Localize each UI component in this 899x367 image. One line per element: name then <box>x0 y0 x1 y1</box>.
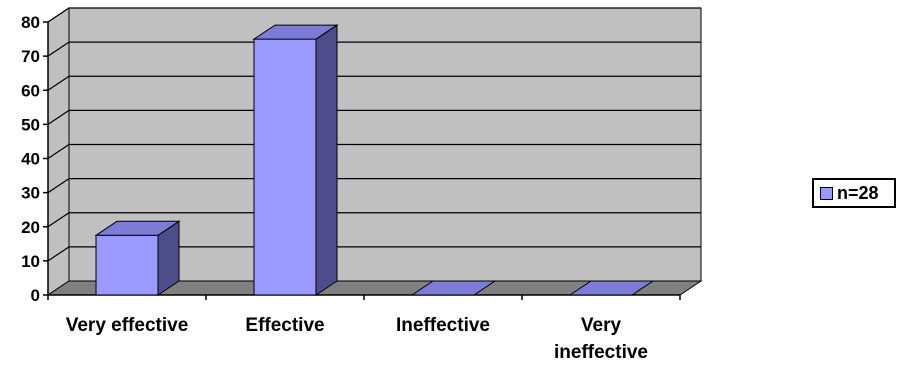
gridline <box>47 109 701 125</box>
gridline <box>47 212 701 228</box>
bar-front <box>95 234 159 296</box>
y-tick-labels: 0 10 20 30 40 50 60 70 80 <box>21 13 40 305</box>
x-category-label: Ineffective <box>396 315 490 336</box>
bar <box>410 280 497 296</box>
bar <box>252 24 339 296</box>
y-tick-label: 30 <box>21 184 40 203</box>
y-tick-label: 40 <box>21 150 40 169</box>
x-category-label: Very effective <box>66 315 189 336</box>
x-category-labels: Very effective Effective Ineffective Very in… <box>66 315 648 363</box>
gridline <box>47 178 701 194</box>
y-tick-label: 50 <box>21 115 40 134</box>
legend: n=28 <box>812 178 896 208</box>
bar-side <box>315 24 338 296</box>
y-tick-label: 80 <box>21 13 40 32</box>
gridline <box>47 246 701 262</box>
y-tick-label: 0 <box>31 286 40 305</box>
gridlines <box>47 7 701 262</box>
legend-swatch <box>820 186 833 200</box>
gridline <box>47 75 701 91</box>
x-category-label: Effective <box>245 315 324 336</box>
bar-top <box>568 280 655 296</box>
y-tick-label: 10 <box>21 252 40 271</box>
bars <box>94 24 655 296</box>
bar <box>94 220 181 296</box>
y-tick-label: 70 <box>21 47 40 66</box>
x-category-label: ineffective <box>554 342 648 363</box>
bar <box>568 280 655 296</box>
y-tick-label: 20 <box>21 218 40 237</box>
legend-label: n=28 <box>837 182 879 203</box>
gridline <box>47 7 701 23</box>
bar-front <box>253 38 317 296</box>
gridline <box>47 143 701 159</box>
bar-top <box>252 24 339 40</box>
x-category-label: Very <box>581 315 622 336</box>
y-tick-label: 60 <box>21 81 40 100</box>
gridline <box>47 41 701 57</box>
bar-top <box>410 280 497 296</box>
bar-top <box>94 220 181 236</box>
